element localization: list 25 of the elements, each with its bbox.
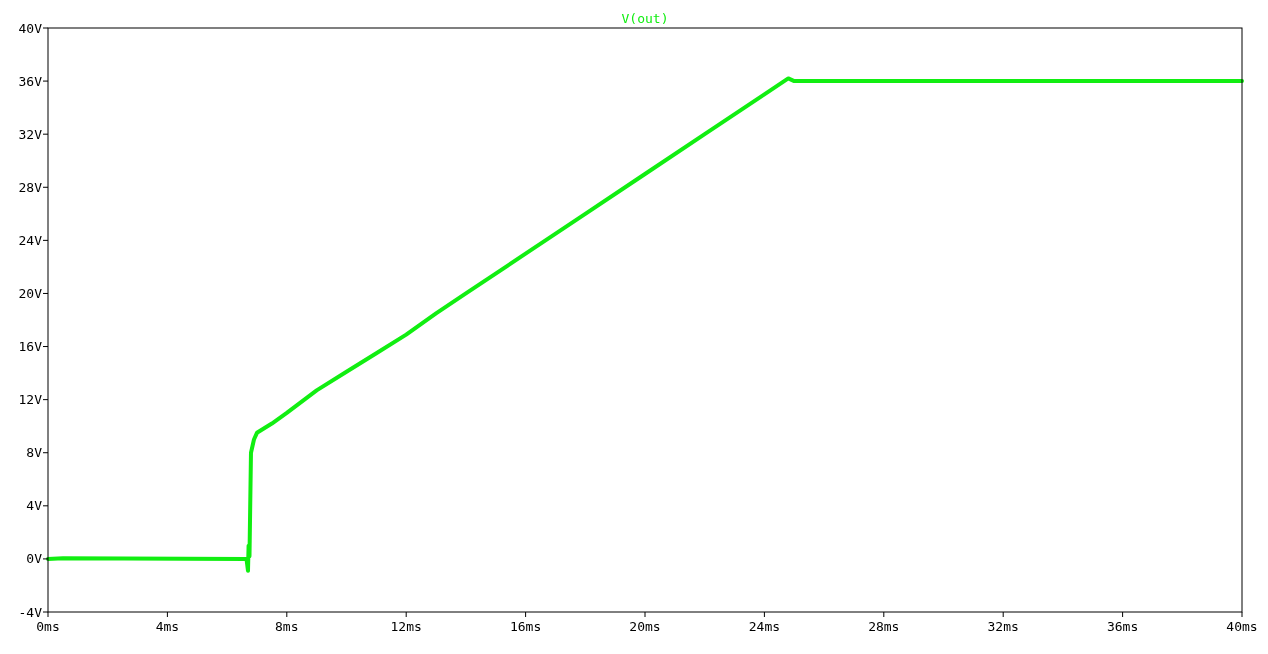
x-tick-label: 4ms — [155, 619, 180, 634]
y-tick-label: 32V — [18, 126, 43, 142]
y-tick-label: 36V — [18, 73, 43, 89]
x-tick-label: 12ms — [390, 619, 422, 634]
chart-title: V(out) — [621, 11, 669, 26]
x-tick-label: 28ms — [868, 619, 900, 634]
line-series — [46, 76, 1244, 573]
x-tick-label: 0ms — [36, 619, 60, 634]
x-tick-label: 36ms — [1106, 619, 1139, 634]
y-tick-label: 16V — [18, 339, 43, 355]
y-tick-label: 28V — [18, 179, 43, 195]
y-tick-label: 24V — [18, 232, 43, 248]
y-tick-label: 20V — [18, 286, 43, 301]
y-tick-label: 8V — [26, 445, 43, 461]
x-tick-label: 32ms — [987, 619, 1019, 634]
x-tick-label: 40ms — [1226, 619, 1258, 634]
y-tick-label: 0V — [26, 551, 43, 567]
x-tick-label: 24ms — [748, 619, 781, 634]
y-tick-label: -4V — [18, 604, 43, 620]
x-tick-label: 8ms — [275, 619, 299, 634]
y-tick-label: 40V — [18, 20, 43, 36]
x-tick-label: 16ms — [509, 619, 542, 634]
y-tick-label: 12V — [18, 392, 43, 408]
y-tick-label: 4V — [26, 498, 43, 514]
x-tick-label: 20ms — [629, 619, 661, 634]
